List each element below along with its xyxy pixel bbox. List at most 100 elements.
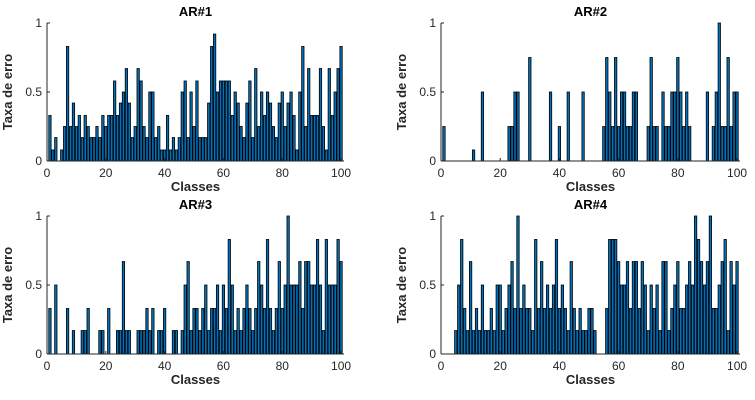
bar [121, 261, 126, 355]
bar [330, 115, 334, 162]
bar [679, 91, 683, 162]
bar [195, 80, 199, 162]
bar [165, 115, 170, 162]
bar [116, 330, 120, 355]
bar [540, 261, 544, 355]
bar [631, 91, 636, 162]
bar [101, 330, 105, 355]
bar [667, 126, 671, 162]
bar [327, 68, 331, 162]
bar [139, 80, 143, 162]
bar [221, 80, 226, 162]
bar [236, 102, 240, 162]
bar [289, 284, 293, 355]
bar [466, 330, 470, 355]
bar [339, 261, 343, 355]
bar [218, 80, 223, 162]
bar [543, 308, 547, 355]
bar [661, 261, 665, 355]
bar [80, 137, 84, 162]
bar [254, 308, 258, 355]
bar [327, 284, 331, 355]
x-tick-label: 100 [727, 359, 747, 373]
chart-title: AR#3 [179, 197, 212, 212]
bar [315, 239, 320, 355]
bar [118, 330, 123, 355]
bar [313, 284, 317, 355]
x-tick-label: 80 [276, 166, 290, 180]
bar [685, 91, 689, 162]
bar [307, 68, 311, 162]
x-tick-label: 80 [276, 359, 290, 373]
bar [510, 261, 514, 355]
bar [593, 330, 597, 355]
bar [71, 102, 76, 162]
x-axis-label: Classes [566, 372, 615, 387]
bar [83, 115, 87, 162]
bar [257, 126, 261, 162]
bar [171, 137, 176, 162]
bar [124, 68, 128, 162]
bar [471, 149, 476, 162]
bar [66, 308, 70, 355]
bar [548, 91, 553, 162]
y-tick-label: 0.5 [419, 85, 436, 99]
bar [254, 68, 258, 162]
bar [66, 46, 70, 162]
bar [581, 330, 585, 355]
bar [139, 330, 143, 355]
bar [330, 284, 334, 355]
bar [634, 261, 638, 355]
bar [504, 308, 508, 355]
bar [133, 126, 137, 162]
bar [171, 330, 176, 355]
bar [92, 137, 96, 162]
bar [310, 115, 314, 162]
bar [118, 102, 123, 162]
bar [525, 308, 529, 355]
bar [655, 284, 659, 355]
bar [708, 215, 712, 355]
bar [705, 261, 710, 355]
bar [608, 239, 612, 355]
bar [670, 91, 674, 162]
bar [207, 330, 211, 355]
bar [283, 284, 287, 355]
bar [566, 91, 570, 162]
bar [477, 330, 482, 355]
x-tick-label: 0 [438, 359, 445, 373]
bar [563, 308, 567, 355]
bar [74, 126, 78, 162]
bar [192, 126, 196, 162]
bar [227, 239, 231, 355]
bar [121, 91, 126, 162]
bar [292, 115, 296, 162]
bar [180, 330, 184, 355]
bar [578, 308, 582, 355]
bar [605, 308, 609, 355]
bar [304, 261, 308, 355]
bar [148, 91, 152, 162]
bar [489, 308, 493, 355]
bar [667, 330, 671, 355]
bar [673, 284, 677, 355]
bar [324, 239, 328, 355]
bar [224, 308, 228, 355]
bar [676, 57, 680, 162]
bar [268, 308, 273, 355]
bar [735, 91, 739, 162]
bar [127, 102, 131, 162]
bar [614, 239, 618, 355]
bar [483, 330, 487, 355]
bar [333, 284, 337, 355]
bar [655, 126, 659, 162]
bar [516, 91, 520, 162]
bar [245, 102, 249, 162]
bar [101, 115, 105, 162]
bar [310, 284, 314, 355]
bar [729, 261, 733, 355]
bar [210, 308, 214, 355]
y-tick-label: 0 [35, 347, 42, 361]
bar [63, 126, 67, 162]
bar [177, 137, 181, 162]
